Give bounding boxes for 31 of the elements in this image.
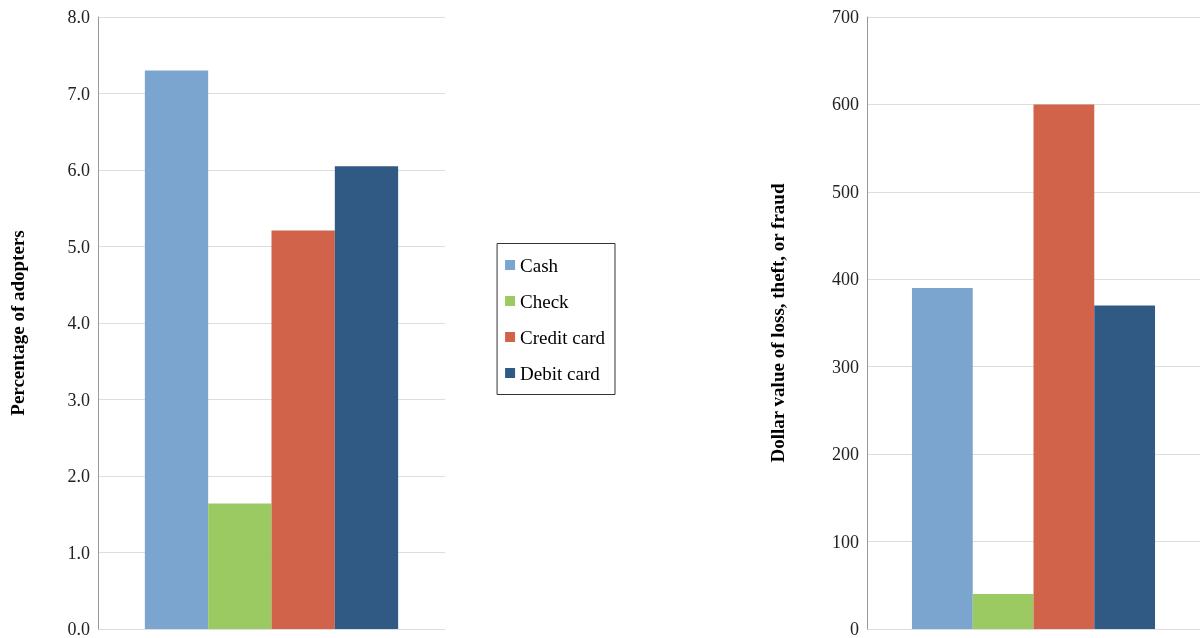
bar	[334, 166, 399, 629]
y-tick-label: 0	[850, 619, 859, 638]
y-tick-label: 200	[832, 444, 859, 465]
bar	[911, 288, 973, 629]
legend-label: Check	[520, 290, 570, 312]
legend-label: Credit card	[520, 326, 606, 348]
y-tick-label: 1.0	[67, 542, 90, 563]
y-tick-label: 8.0	[67, 7, 90, 27]
bar	[208, 503, 272, 629]
y-tick-label: 700	[832, 7, 859, 27]
y-tick-label: 600	[832, 94, 859, 115]
y-axis-title: Percentage of adopters	[7, 230, 28, 416]
y-tick-label: 7.0	[67, 83, 90, 104]
legend-label: Debit card	[520, 362, 601, 384]
y-tick-label: 2.0	[67, 466, 90, 486]
y-tick-label: 4.0	[67, 313, 90, 333]
y-tick-label: 6.0	[67, 160, 90, 180]
bar	[1033, 104, 1095, 629]
bar	[1094, 305, 1156, 629]
y-axis-title: Dollar value of loss, theft, or fraud	[767, 183, 788, 463]
y-tick-label: 0.0	[67, 619, 90, 638]
bar	[144, 70, 209, 629]
y-tick-label: 5.0	[67, 236, 90, 257]
legend-label: Cash	[520, 254, 559, 276]
y-tick-label: 300	[832, 356, 859, 377]
y-tick-label: 400	[832, 269, 859, 290]
y-tick-label: 3.0	[67, 389, 90, 410]
y-tick-label: 500	[832, 181, 859, 202]
bar	[271, 230, 335, 629]
bar	[972, 594, 1034, 629]
y-tick-label: 100	[832, 531, 859, 552]
